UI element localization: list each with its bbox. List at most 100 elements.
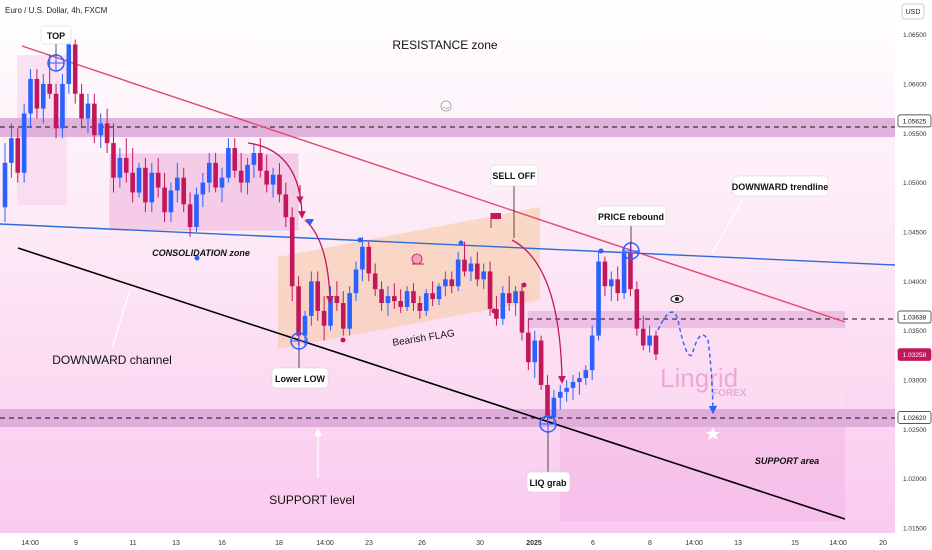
candle	[583, 365, 589, 385]
candle-body	[360, 246, 365, 270]
downward-channel-line[interactable]	[17, 247, 846, 520]
candle	[506, 276, 512, 311]
candle	[302, 310, 308, 346]
candle-body	[296, 286, 301, 336]
watermark-sub: FOREX	[712, 388, 747, 399]
candle-body	[564, 387, 569, 392]
marker-dot-4	[491, 308, 497, 314]
candle	[162, 172, 167, 223]
candle-body	[602, 261, 608, 287]
candle-body	[392, 296, 397, 302]
price-axis[interactable]: USD 1.06500 1.06000 1.05500 1.05000 1.04500 1…	[897, 3, 932, 533]
marker-dot-6	[194, 255, 200, 261]
channel-pointer	[111, 289, 131, 349]
candle	[398, 289, 404, 313]
price-rebound-pivot-icon[interactable]	[622, 242, 640, 260]
candle	[60, 74, 65, 139]
candle	[366, 241, 372, 282]
candle-body	[206, 162, 212, 183]
candle	[609, 271, 614, 302]
candle	[379, 281, 384, 311]
candle	[72, 39, 78, 104]
candle	[570, 375, 576, 400]
support-level-label: SUPPORT level	[269, 493, 355, 507]
candle	[181, 167, 187, 213]
candle-body	[372, 273, 378, 290]
marker-dot-2	[357, 237, 363, 243]
downward-trendline[interactable]	[21, 45, 846, 323]
time-axis[interactable]: 14:00 9 11 13 16 18 14:00 23 26 30 2025 6 8 14:00 13 15…	[21, 540, 887, 547]
candle	[385, 286, 391, 316]
price-tick-label: 1.02000	[903, 476, 927, 483]
candle-body	[379, 289, 384, 304]
candles-group	[2, 34, 659, 425]
resistance-band	[0, 118, 895, 137]
candle-body	[213, 162, 218, 188]
price-badge-text: 1.03258	[903, 352, 927, 359]
time-tick-label: 20	[879, 540, 887, 547]
candle-body	[315, 281, 321, 311]
liq-grab-label: LIQ grab	[526, 471, 571, 493]
downward-channel-label: DOWNWARD channel	[52, 353, 172, 367]
candle	[79, 83, 84, 129]
marker-dot-5	[598, 248, 604, 254]
candle-body	[238, 170, 244, 183]
liq-grab-pivot-icon[interactable]	[539, 415, 557, 433]
candle-body	[366, 246, 372, 274]
sell-off-label-text: SELL OFF	[492, 171, 536, 181]
candle	[149, 162, 155, 213]
candle-body	[53, 93, 59, 129]
candle	[200, 172, 206, 208]
time-tick-label: 14:00	[21, 540, 39, 547]
candle-body	[462, 259, 467, 272]
candle-body	[79, 93, 84, 119]
currency-badge	[901, 3, 925, 20]
time-tick-label: 11	[129, 540, 136, 547]
candle-body	[417, 303, 423, 311]
time-tick-label: 18	[275, 540, 283, 547]
time-tick-label: 15	[791, 540, 799, 547]
candle	[111, 123, 116, 193]
candle	[340, 291, 346, 336]
candle-body	[117, 157, 123, 178]
candle-body	[334, 296, 340, 304]
candle-body	[411, 291, 416, 304]
candle	[372, 263, 378, 297]
time-tick-label: 13	[172, 540, 180, 547]
candle	[219, 167, 225, 203]
candle-body	[436, 286, 442, 300]
candle	[2, 143, 8, 223]
candle	[519, 283, 525, 341]
candle	[283, 182, 289, 228]
candle	[487, 261, 493, 316]
flag-icon	[490, 213, 501, 228]
candle	[98, 113, 104, 149]
candle-body	[557, 391, 563, 398]
candle	[462, 241, 467, 277]
candle	[443, 271, 448, 297]
candle	[28, 69, 33, 129]
candle-body	[532, 340, 538, 363]
horizontal-neckline[interactable]	[0, 223, 896, 266]
candle-body	[526, 332, 531, 363]
projection-path	[657, 311, 718, 415]
top-pivot-icon[interactable]	[47, 54, 65, 72]
candle-body	[430, 293, 435, 300]
time-tick-label: 9	[74, 540, 78, 547]
candle	[315, 271, 321, 321]
chart-title: Euro / U.S. Dollar, 4h, FXCM	[5, 6, 108, 15]
top-label-text: TOP	[47, 31, 65, 41]
candle	[602, 256, 608, 297]
candle-body	[538, 340, 544, 385]
candle-body	[289, 217, 295, 287]
lower-low-pivot-icon[interactable]	[290, 332, 308, 350]
price-tick-label: 1.06500	[903, 32, 927, 39]
time-tick-label: 2025	[526, 540, 542, 547]
candle-body	[506, 293, 512, 304]
candle-body	[647, 335, 652, 346]
candle	[481, 263, 486, 290]
candle-body	[2, 162, 8, 208]
candle	[270, 167, 276, 198]
